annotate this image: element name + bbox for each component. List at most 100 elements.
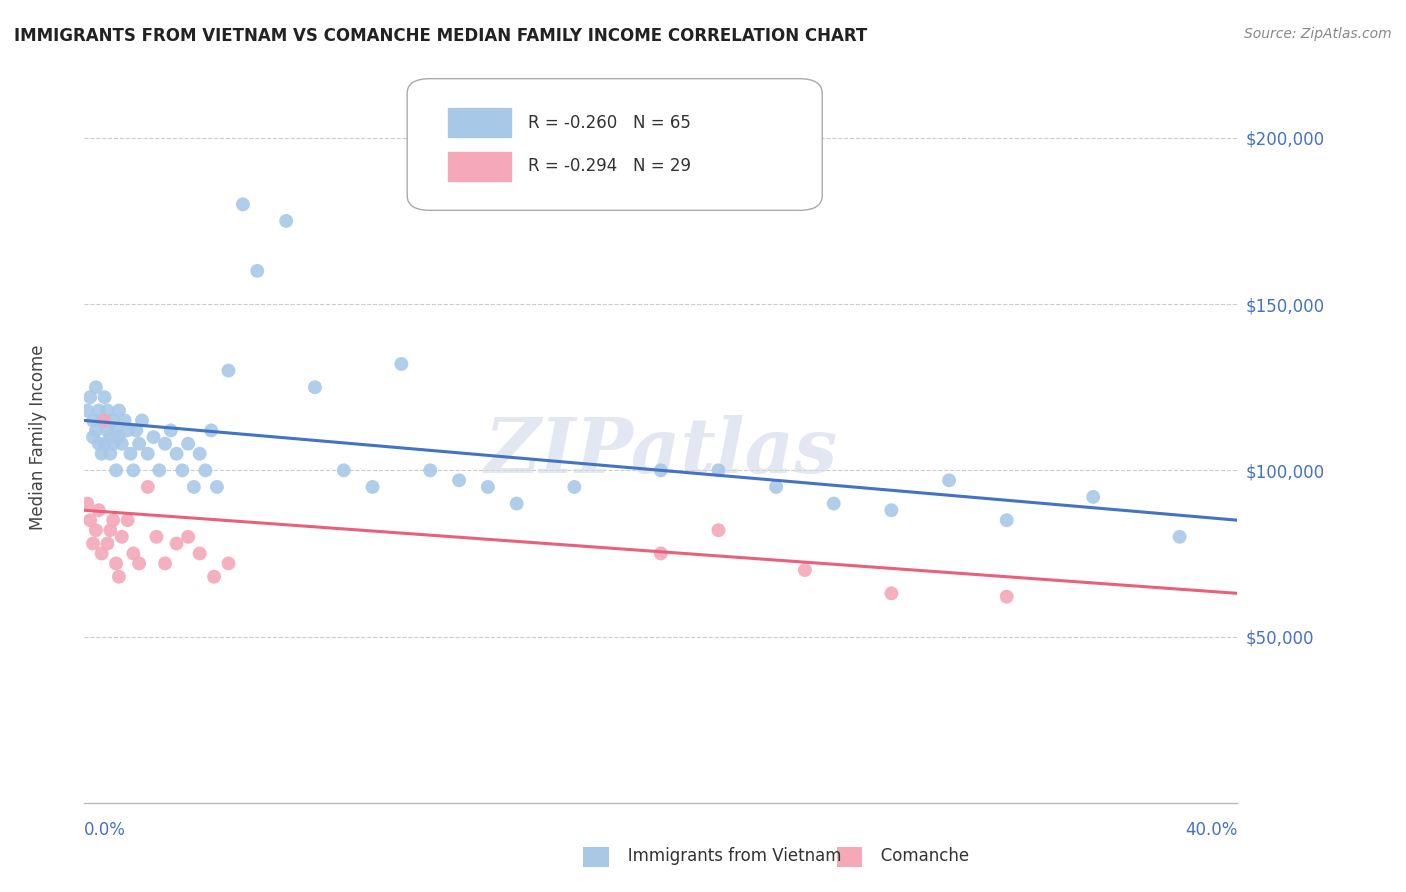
Point xyxy=(995,590,1018,604)
Point xyxy=(419,463,441,477)
Point xyxy=(995,513,1018,527)
Point xyxy=(96,424,118,438)
Point xyxy=(96,536,118,550)
Point xyxy=(90,447,112,461)
Point xyxy=(361,480,384,494)
Point xyxy=(332,463,354,477)
Point xyxy=(103,436,125,450)
Point xyxy=(98,447,121,461)
Point xyxy=(93,413,115,427)
Point xyxy=(120,447,142,461)
Bar xyxy=(447,108,510,137)
Point xyxy=(105,424,128,438)
Point xyxy=(707,463,730,477)
Point xyxy=(103,513,125,527)
Point xyxy=(98,430,121,444)
Point xyxy=(200,424,222,438)
Text: ZIPatlas: ZIPatlas xyxy=(484,415,838,489)
Point xyxy=(823,497,845,511)
Point xyxy=(105,557,128,571)
Text: Source: ZipAtlas.com: Source: ZipAtlas.com xyxy=(1244,27,1392,41)
Point xyxy=(84,424,107,438)
Point xyxy=(76,403,98,417)
Point xyxy=(160,424,183,438)
Point xyxy=(114,413,136,427)
Point xyxy=(145,530,167,544)
Point xyxy=(87,403,110,417)
Point xyxy=(90,413,112,427)
Point xyxy=(246,264,269,278)
Text: Comanche: Comanche xyxy=(844,847,969,865)
Point xyxy=(108,570,131,584)
FancyBboxPatch shape xyxy=(408,78,823,211)
Point xyxy=(82,430,104,444)
Point xyxy=(117,513,139,527)
Point xyxy=(880,503,903,517)
Bar xyxy=(447,152,510,181)
Point xyxy=(90,546,112,560)
Point xyxy=(1168,530,1191,544)
Point xyxy=(650,546,672,560)
Text: IMMIGRANTS FROM VIETNAM VS COMANCHE MEDIAN FAMILY INCOME CORRELATION CHART: IMMIGRANTS FROM VIETNAM VS COMANCHE MEDI… xyxy=(14,27,868,45)
Text: Immigrants from Vietnam: Immigrants from Vietnam xyxy=(591,847,841,865)
Point xyxy=(103,413,125,427)
Point xyxy=(391,357,413,371)
Point xyxy=(1083,490,1105,504)
Point xyxy=(136,480,159,494)
Text: Median Family Income: Median Family Income xyxy=(30,344,48,530)
Point xyxy=(105,463,128,477)
Point xyxy=(82,413,104,427)
Point xyxy=(84,523,107,537)
Point xyxy=(131,413,153,427)
Point xyxy=(125,424,148,438)
Point xyxy=(506,497,529,511)
Point xyxy=(232,197,254,211)
Point xyxy=(79,513,101,527)
Point xyxy=(82,536,104,550)
Point xyxy=(87,436,110,450)
Point xyxy=(218,557,240,571)
Point xyxy=(142,430,165,444)
Text: 40.0%: 40.0% xyxy=(1185,821,1237,838)
Point xyxy=(218,363,240,377)
Point xyxy=(117,424,139,438)
Point xyxy=(166,536,188,550)
Point xyxy=(304,380,326,394)
Point xyxy=(276,214,298,228)
Point xyxy=(172,463,194,477)
Point xyxy=(128,436,150,450)
Point xyxy=(122,546,145,560)
Point xyxy=(93,390,115,404)
Point xyxy=(128,557,150,571)
Point xyxy=(707,523,730,537)
Point xyxy=(477,480,499,494)
Point xyxy=(98,523,121,537)
Point xyxy=(188,546,211,560)
Point xyxy=(96,403,118,417)
Point xyxy=(183,480,205,494)
Point xyxy=(194,463,217,477)
Point xyxy=(122,463,145,477)
Point xyxy=(938,473,960,487)
Point xyxy=(87,503,110,517)
Text: R = -0.294   N = 29: R = -0.294 N = 29 xyxy=(529,158,692,176)
Point xyxy=(108,430,131,444)
Point xyxy=(111,436,134,450)
Point xyxy=(188,447,211,461)
Point xyxy=(76,497,98,511)
Point xyxy=(765,480,787,494)
Point xyxy=(880,586,903,600)
Point xyxy=(205,480,228,494)
Point xyxy=(794,563,817,577)
Point xyxy=(447,473,470,487)
Point xyxy=(166,447,188,461)
Text: R = -0.260   N = 65: R = -0.260 N = 65 xyxy=(529,113,692,131)
Point xyxy=(136,447,159,461)
Point xyxy=(79,390,101,404)
Point xyxy=(177,530,200,544)
Point xyxy=(650,463,672,477)
Point xyxy=(148,463,170,477)
Point xyxy=(111,530,134,544)
Point xyxy=(202,570,225,584)
Text: 0.0%: 0.0% xyxy=(84,821,127,838)
